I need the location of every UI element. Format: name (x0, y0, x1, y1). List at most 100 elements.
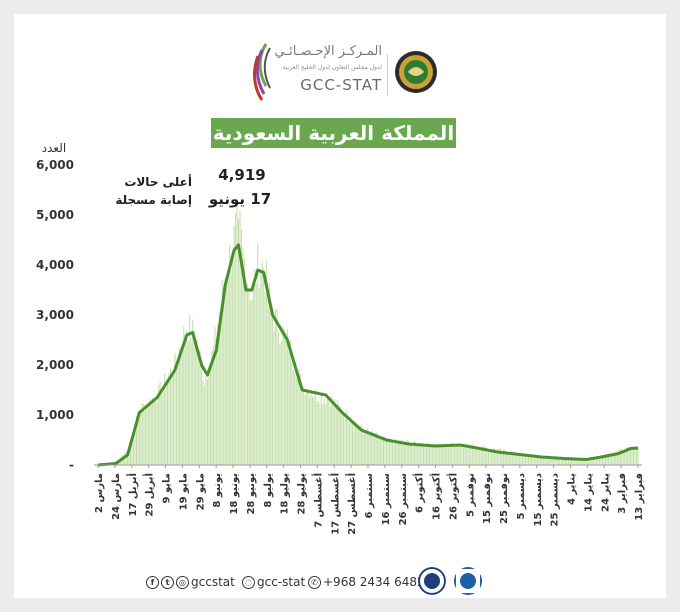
bar (162, 386, 164, 465)
bar (177, 362, 179, 465)
bar (366, 428, 368, 465)
bar (400, 440, 402, 465)
bar (607, 453, 609, 465)
bar (365, 433, 367, 465)
bar (150, 405, 152, 465)
bar (280, 341, 282, 465)
bar (385, 439, 388, 465)
bar (633, 446, 635, 465)
bar (399, 442, 401, 465)
bar (408, 441, 410, 465)
bar (569, 457, 571, 465)
bar (604, 455, 606, 465)
x-tick-label: 6 أكتوبر (413, 473, 426, 513)
bar (559, 456, 561, 465)
bar (347, 421, 349, 465)
bar (449, 444, 451, 465)
bar (217, 323, 219, 465)
x-tick-label: 14 يناير (583, 473, 594, 512)
bar (387, 437, 389, 465)
bar (180, 349, 182, 465)
footer-phone: ✆ +968 2434 6482 (308, 575, 425, 589)
bar (263, 267, 265, 465)
x-tick-label: 18 يونيو (229, 473, 240, 515)
peak-value-label: 4,919 (218, 166, 265, 184)
bar (316, 401, 318, 465)
bar (482, 446, 484, 465)
bar (304, 395, 306, 465)
bar (431, 445, 433, 465)
bar (492, 447, 494, 465)
bar (230, 270, 232, 465)
bar (445, 443, 447, 465)
bar (146, 403, 148, 465)
bar (140, 411, 142, 465)
peak-date-label: 17 يونيو (208, 190, 271, 208)
bar (502, 449, 504, 465)
tuv-badge-icon (454, 567, 482, 595)
bar (156, 402, 158, 465)
bar (477, 446, 479, 465)
bar (489, 448, 491, 465)
twitter-icon: t (161, 575, 174, 589)
x-tick-label: 5 ديسمبر (516, 473, 527, 520)
x-tick-label: 24 مارس (111, 473, 122, 520)
chart-title: المملكة العربية السعودية (211, 118, 456, 148)
x-tick-label: 5 نوفمبر (465, 473, 476, 517)
bar (637, 447, 639, 465)
bar (625, 447, 627, 465)
bar (557, 457, 559, 465)
bar (258, 288, 260, 465)
bar (332, 402, 334, 465)
x-tick-label: 18 يوليو (280, 473, 291, 515)
bar (427, 441, 429, 465)
x-tick-label: 17 أغسطس (328, 473, 341, 535)
x-tick-label: 26 أكتوبر (446, 473, 459, 520)
bar (356, 424, 358, 465)
bar (297, 370, 299, 465)
bar (411, 443, 413, 465)
bar (249, 300, 251, 465)
bar (523, 453, 525, 465)
bar (310, 393, 312, 465)
bar (248, 287, 250, 465)
bar (202, 380, 204, 465)
bar (390, 438, 392, 465)
y-tick-label: 6,000 (36, 158, 74, 172)
gcc-emblem-icon (395, 51, 437, 93)
bar (380, 437, 382, 465)
bar (214, 327, 216, 465)
bar (525, 453, 527, 465)
bar (269, 283, 271, 465)
bar (405, 442, 407, 465)
bar (337, 399, 339, 465)
bar (579, 458, 581, 465)
bar (458, 445, 460, 465)
bar (622, 450, 624, 465)
bar (437, 443, 439, 465)
x-tick-label: 29 مايو (195, 473, 206, 510)
bar (575, 459, 577, 465)
bar (159, 381, 161, 465)
bar (208, 375, 210, 465)
bar (368, 430, 370, 465)
x-tick-label: 19 مايو (178, 473, 189, 510)
bar (144, 411, 146, 465)
bar (545, 456, 547, 465)
bar (181, 350, 183, 465)
bar (152, 397, 154, 465)
bar (130, 441, 132, 465)
bar (285, 332, 287, 465)
facebook-icon: f (146, 575, 159, 589)
bar (541, 456, 543, 465)
bar (348, 422, 351, 465)
bar (171, 374, 173, 465)
bar (462, 445, 464, 465)
bar (267, 291, 269, 465)
bar (128, 446, 130, 465)
bar (283, 328, 285, 465)
bar (479, 448, 481, 465)
bar (533, 454, 535, 465)
bar (440, 442, 442, 465)
bar (584, 458, 586, 465)
